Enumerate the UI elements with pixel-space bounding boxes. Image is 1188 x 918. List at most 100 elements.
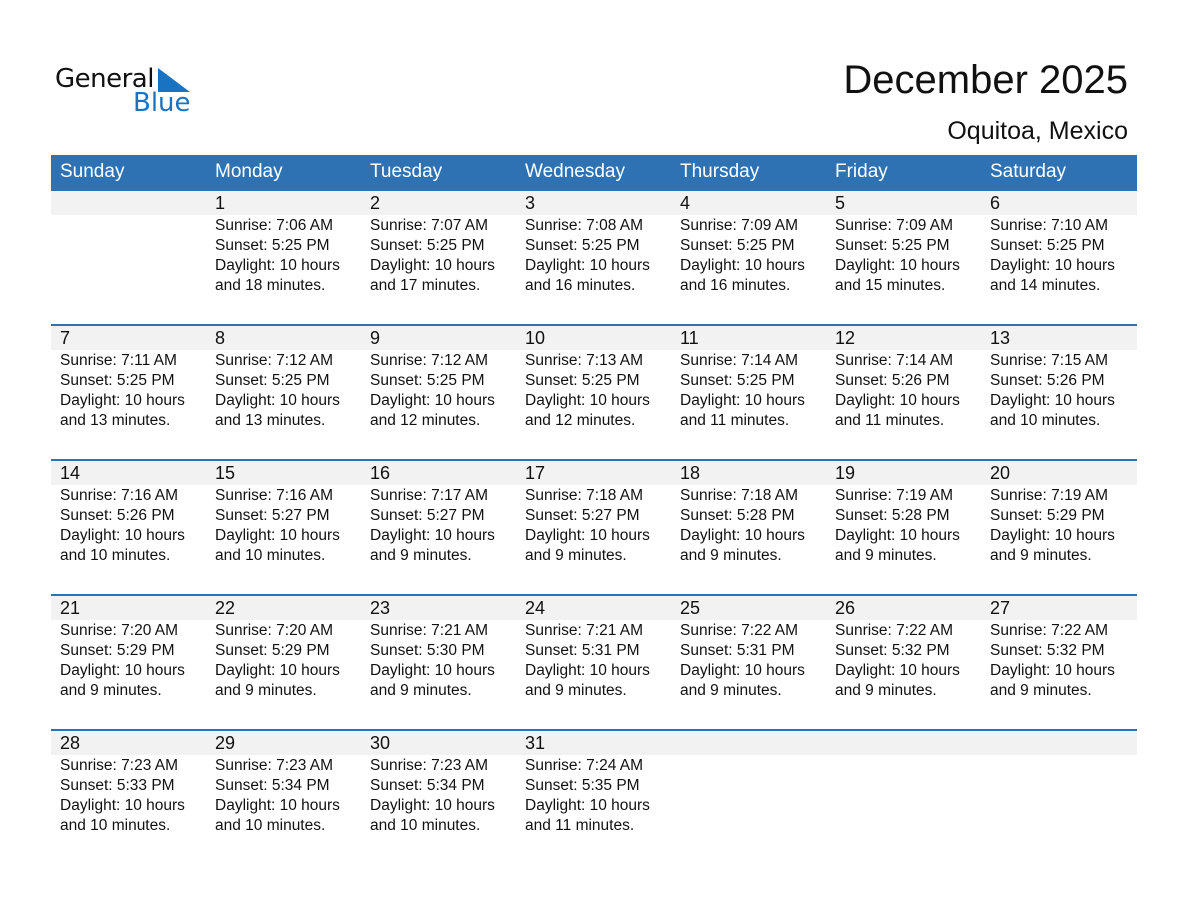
day-number: 16 <box>370 463 391 483</box>
sunset-text: Sunset: 5:25 PM <box>370 372 485 389</box>
daylight-minutes-text: and 10 minutes. <box>370 817 481 834</box>
daylight-text: Daylight: 10 hours <box>525 797 650 814</box>
day-cell: Sunrise: 7:14 AM Sunset: 5:26 PM Daylight:… <box>826 350 981 431</box>
day-number: 5 <box>835 193 846 213</box>
sunset-text: Sunset: 5:25 PM <box>370 237 485 254</box>
sunrise-text: Sunrise: 7:22 AM <box>680 622 799 639</box>
info-row: Sunrise: 7:20 AM Sunset: 5:29 PM Daylight:… <box>51 620 1137 701</box>
sunrise-text: Sunrise: 7:15 AM <box>990 352 1109 369</box>
sunset-text: Sunset: 5:27 PM <box>215 507 330 524</box>
daylight-minutes-text: and 10 minutes. <box>60 547 171 564</box>
sunset-text: Sunset: 5:25 PM <box>525 372 640 389</box>
day-number: 12 <box>835 328 856 348</box>
daylight-minutes-text: and 10 minutes. <box>990 412 1101 429</box>
sunset-text: Sunset: 5:30 PM <box>370 642 485 659</box>
daylight-text: Daylight: 10 hours <box>370 527 495 544</box>
sunset-text: Sunset: 5:25 PM <box>990 237 1105 254</box>
day-cell: Sunrise: 7:22 AM Sunset: 5:32 PM Daylight:… <box>981 620 1136 701</box>
sunrise-text: Sunrise: 7:13 AM <box>525 352 644 369</box>
daylight-text: Daylight: 10 hours <box>680 527 805 544</box>
day-number: 4 <box>680 193 691 213</box>
daylight-text: Daylight: 10 hours <box>680 392 805 409</box>
sunrise-text: Sunrise: 7:08 AM <box>525 217 644 234</box>
daylight-text: Daylight: 10 hours <box>680 257 805 274</box>
sunset-text: Sunset: 5:29 PM <box>215 642 330 659</box>
daylight-text: Daylight: 10 hours <box>835 392 960 409</box>
day-number: 19 <box>835 463 856 483</box>
day-number: 1 <box>215 193 226 213</box>
sunrise-text: Sunrise: 7:16 AM <box>215 487 334 504</box>
week-row: 14 15 16 17 18 19 20 Sunrise: 7:16 AM Sunset: 5:… <box>51 459 1137 594</box>
calendar-grid: Sunday Monday Tuesday Wednesday Thursday Frid… <box>51 155 1137 864</box>
daylight-minutes-text: and 11 minutes. <box>680 412 790 429</box>
daylight-minutes-text: and 17 minutes. <box>370 277 481 294</box>
day-cell: Sunrise: 7:12 AM Sunset: 5:25 PM Daylight:… <box>361 350 516 431</box>
daylight-minutes-text: and 13 minutes. <box>215 412 326 429</box>
daylight-text: Daylight: 10 hours <box>215 392 340 409</box>
sunset-text: Sunset: 5:25 PM <box>215 372 330 389</box>
empty-day-cell <box>51 215 206 296</box>
sunset-text: Sunset: 5:26 PM <box>60 507 175 524</box>
logo-general-text: General <box>55 64 154 94</box>
daylight-minutes-text: and 11 minutes. <box>835 412 945 429</box>
daylight-text: Daylight: 10 hours <box>60 392 185 409</box>
day-number: 6 <box>990 193 1001 213</box>
sunrise-text: Sunrise: 7:11 AM <box>60 352 177 369</box>
sunrise-text: Sunrise: 7:23 AM <box>60 757 179 774</box>
day-number: 21 <box>60 598 81 618</box>
daylight-text: Daylight: 10 hours <box>60 662 185 679</box>
sunset-text: Sunset: 5:32 PM <box>835 642 950 659</box>
sunrise-text: Sunrise: 7:07 AM <box>370 217 489 234</box>
sunrise-text: Sunrise: 7:14 AM <box>680 352 799 369</box>
weekday-saturday: Saturday <box>990 161 1067 182</box>
day-number: 30 <box>370 733 391 753</box>
sunrise-text: Sunrise: 7:23 AM <box>215 757 334 774</box>
sunset-text: Sunset: 5:25 PM <box>680 372 795 389</box>
day-cell: Sunrise: 7:20 AM Sunset: 5:29 PM Daylight:… <box>206 620 361 701</box>
daylight-text: Daylight: 10 hours <box>990 392 1115 409</box>
info-row: Sunrise: 7:16 AM Sunset: 5:26 PM Daylight:… <box>51 485 1137 566</box>
day-cell: Sunrise: 7:10 AM Sunset: 5:25 PM Daylight:… <box>981 215 1136 296</box>
daylight-text: Daylight: 10 hours <box>525 662 650 679</box>
sunrise-text: Sunrise: 7:20 AM <box>60 622 179 639</box>
daylight-text: Daylight: 10 hours <box>60 797 185 814</box>
daylight-minutes-text: and 9 minutes. <box>525 682 627 699</box>
day-number: 22 <box>215 598 236 618</box>
daylight-text: Daylight: 10 hours <box>835 527 960 544</box>
day-number: 9 <box>370 328 381 348</box>
empty-day-cell <box>981 755 1136 836</box>
sunset-text: Sunset: 5:29 PM <box>60 642 175 659</box>
sunrise-text: Sunrise: 7:20 AM <box>215 622 334 639</box>
daylight-minutes-text: and 9 minutes. <box>215 682 317 699</box>
daylight-text: Daylight: 10 hours <box>370 797 495 814</box>
day-cell: Sunrise: 7:19 AM Sunset: 5:29 PM Daylight:… <box>981 485 1136 566</box>
sunrise-text: Sunrise: 7:22 AM <box>990 622 1109 639</box>
sunrise-text: Sunrise: 7:17 AM <box>370 487 489 504</box>
day-number: 29 <box>215 733 236 753</box>
sunset-text: Sunset: 5:31 PM <box>525 642 640 659</box>
day-number: 20 <box>990 463 1011 483</box>
weekday-thursday: Thursday <box>680 161 760 182</box>
daylight-minutes-text: and 15 minutes. <box>835 277 946 294</box>
sunset-text: Sunset: 5:27 PM <box>370 507 485 524</box>
day-cell: Sunrise: 7:18 AM Sunset: 5:27 PM Daylight:… <box>516 485 671 566</box>
daylight-minutes-text: and 16 minutes. <box>525 277 636 294</box>
date-row: 28 29 30 31 <box>51 731 1137 755</box>
day-cell: Sunrise: 7:15 AM Sunset: 5:26 PM Daylight:… <box>981 350 1136 431</box>
sunrise-text: Sunrise: 7:19 AM <box>990 487 1109 504</box>
sunset-text: Sunset: 5:31 PM <box>680 642 795 659</box>
day-cell: Sunrise: 7:24 AM Sunset: 5:35 PM Daylight:… <box>516 755 671 836</box>
daylight-minutes-text: and 12 minutes. <box>525 412 636 429</box>
day-cell: Sunrise: 7:16 AM Sunset: 5:26 PM Daylight:… <box>51 485 206 566</box>
day-number: 26 <box>835 598 856 618</box>
sunset-text: Sunset: 5:25 PM <box>525 237 640 254</box>
date-row: 1 2 3 4 5 6 <box>51 191 1137 215</box>
daylight-text: Daylight: 10 hours <box>990 257 1115 274</box>
info-row: Sunrise: 7:11 AM Sunset: 5:25 PM Daylight:… <box>51 350 1137 431</box>
daylight-text: Daylight: 10 hours <box>525 392 650 409</box>
daylight-text: Daylight: 10 hours <box>835 257 960 274</box>
info-row: Sunrise: 7:06 AM Sunset: 5:25 PM Daylight:… <box>51 215 1137 296</box>
sunset-text: Sunset: 5:26 PM <box>835 372 950 389</box>
weekday-header: Sunday Monday Tuesday Wednesday Thursday Frid… <box>51 155 1137 189</box>
daylight-text: Daylight: 10 hours <box>215 797 340 814</box>
